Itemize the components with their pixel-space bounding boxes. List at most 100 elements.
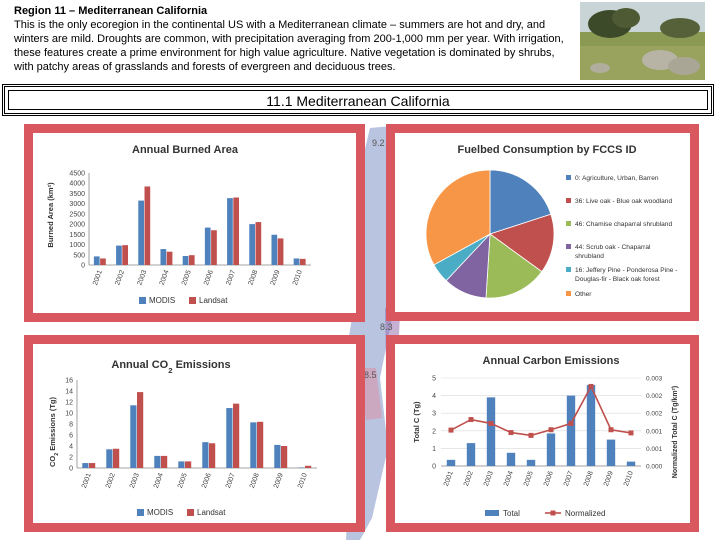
x-tick-label: 2001 xyxy=(81,472,93,489)
chart-title: Annual CO2 Emissions xyxy=(111,359,230,375)
region-description: This is the only ecoregion in the contin… xyxy=(14,19,564,73)
x-tick-label: 2010 xyxy=(292,269,304,286)
x-tick-label: 2005 xyxy=(181,269,193,286)
legend-swatch xyxy=(137,509,144,516)
y-tick-label: 500 xyxy=(73,252,85,259)
legend-label: Landsat xyxy=(199,296,228,305)
y-tick-label: 4 xyxy=(69,444,73,451)
y-tick-label: 1000 xyxy=(69,242,85,249)
bar xyxy=(211,230,217,265)
x-tick-label: 2004 xyxy=(159,269,171,286)
map-label: 9.2 xyxy=(372,138,385,148)
pie-slice xyxy=(425,169,491,266)
y-tick-label: 3000 xyxy=(69,201,85,208)
bar xyxy=(137,392,144,468)
x-tick-label: 2007 xyxy=(225,472,237,489)
bar xyxy=(82,463,89,468)
y-tick-label-right: 0.003 xyxy=(646,376,663,383)
bar xyxy=(209,443,216,468)
line-point xyxy=(508,430,514,436)
y-tick-label-left: 3 xyxy=(432,411,436,418)
x-tick-label: 2002 xyxy=(114,269,126,286)
x-tick-label: 2009 xyxy=(270,269,282,286)
x-tick-label: 2010 xyxy=(297,472,309,489)
bar xyxy=(93,256,100,265)
bar xyxy=(89,463,96,468)
legend-label: 16: Jeffery Pine - Ponderosa Pine -Dougl… xyxy=(575,267,678,283)
bar xyxy=(305,465,312,468)
x-tick-label: 2004 xyxy=(153,472,165,489)
bar xyxy=(281,446,288,468)
region-title: Region 11 – Mediterranean California xyxy=(14,5,208,17)
bar xyxy=(277,238,284,265)
carbon-panel: Annual Carbon Emissions Total C (Tg) Norma… xyxy=(386,335,699,532)
co2-chart: Annual CO2 Emissions CO2 Emissions (Tg) 0 2… xyxy=(48,359,317,517)
line-point xyxy=(568,420,574,426)
legend-label: 0: Agriculture, Urban, Barren xyxy=(575,175,659,182)
legend-swatch xyxy=(566,175,571,180)
x-tick-label: 2009 xyxy=(273,472,285,489)
line-point xyxy=(548,427,554,433)
pie-slice xyxy=(485,233,543,299)
legend-swatch xyxy=(139,297,146,304)
bar xyxy=(154,455,161,468)
x-tick-label: 2007 xyxy=(563,470,575,487)
pie-slice xyxy=(489,169,552,235)
y-tick-label-right: 0.001 xyxy=(646,446,663,453)
x-tick-label: 2003 xyxy=(129,472,141,489)
y-tick-label: 16 xyxy=(65,378,73,385)
bar xyxy=(204,227,211,265)
legend-swatch xyxy=(566,291,571,296)
carbon-chart: Annual Carbon Emissions Total C (Tg) Norma… xyxy=(412,355,679,518)
bar xyxy=(144,186,151,265)
bar xyxy=(166,251,173,265)
line-point xyxy=(488,420,494,426)
section-banner: 11.1 Mediterranean California xyxy=(2,84,714,116)
map-label: 8.5 xyxy=(364,370,377,380)
fuelbed-chart: Fuelbed Consumption by FCCS ID 0: Agricul… xyxy=(425,144,678,299)
x-tick-label: 2008 xyxy=(583,470,595,487)
y-tick-label: 4000 xyxy=(69,181,85,188)
legend-swatch xyxy=(566,221,571,226)
y-tick-label: 14 xyxy=(65,389,73,396)
legend-swatch xyxy=(566,244,571,249)
x-tick-label: 2005 xyxy=(523,470,535,487)
legend-swatch xyxy=(485,510,499,516)
series-line xyxy=(450,384,632,437)
x-tick-label: 2001 xyxy=(92,269,104,286)
x-tick-label: 2007 xyxy=(225,269,237,286)
bar xyxy=(227,198,233,265)
burned-area-chart: Annual Burned Area Burned Area (km²) 0 500 1… xyxy=(46,144,311,305)
legend-label: 46: Chamise chaparral shrubland xyxy=(575,221,672,228)
x-tick-label: 2009 xyxy=(603,470,615,487)
legend-swatch xyxy=(566,267,571,272)
bar xyxy=(233,197,240,265)
bar xyxy=(138,200,144,265)
bar xyxy=(122,245,129,265)
bar xyxy=(100,258,106,265)
legend-label: 36: Live oak - Blue oak woodland xyxy=(575,198,672,205)
x-tick-label: 2001 xyxy=(443,470,455,487)
bar xyxy=(626,461,636,466)
chart-title: Annual Burned Area xyxy=(132,144,239,156)
bar xyxy=(446,459,456,466)
y-tick-label: 3500 xyxy=(69,191,85,198)
legend-label: MODIS xyxy=(147,508,173,517)
bar xyxy=(586,385,596,466)
x-tick-label: 2006 xyxy=(201,472,213,489)
bar xyxy=(182,256,189,265)
line-point xyxy=(628,430,634,436)
y-tick-label-left: 4 xyxy=(432,393,436,400)
y-axis-title: Burned Area (km²) xyxy=(46,182,55,248)
y-tick-label: 1500 xyxy=(69,232,85,239)
bar xyxy=(160,249,167,265)
bar xyxy=(202,442,209,468)
y-axis-title: CO2 Emissions (Tg) xyxy=(48,396,60,467)
bar xyxy=(466,443,476,466)
y-tick-label: 0 xyxy=(81,263,85,270)
landscape-photo xyxy=(580,2,705,80)
y-axis-title-left: Total C (Tg) xyxy=(412,401,421,443)
legend-label: Landsat xyxy=(197,508,226,517)
x-tick-label: 2010 xyxy=(623,470,635,487)
x-tick-label: 2005 xyxy=(177,472,189,489)
